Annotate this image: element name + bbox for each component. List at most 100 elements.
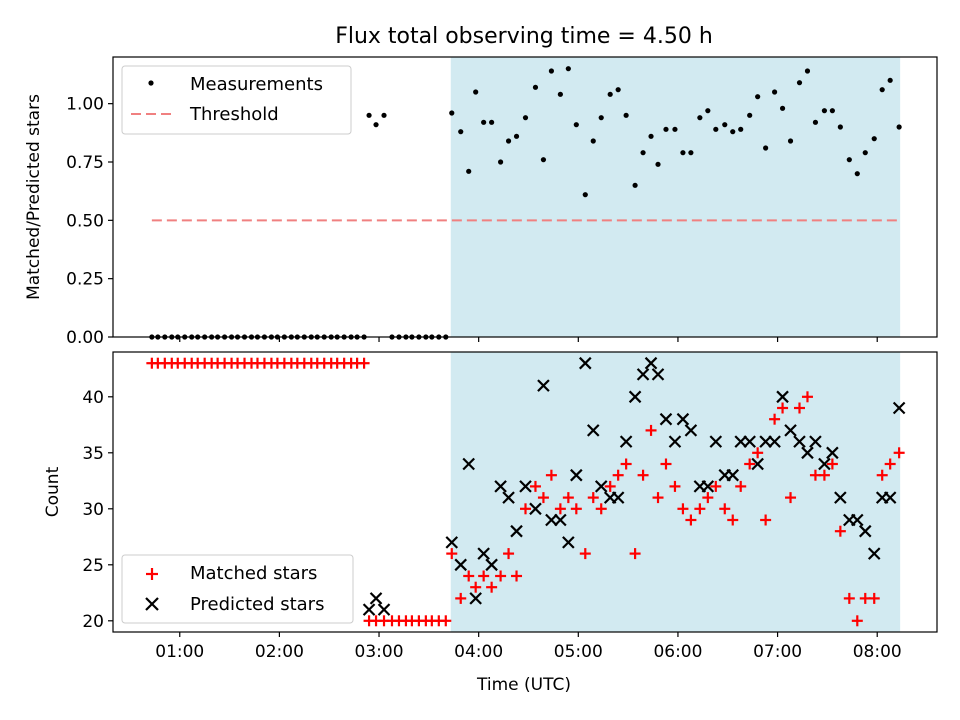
measurement-point bbox=[565, 66, 571, 72]
measurement-point bbox=[607, 91, 613, 97]
predicted-star-point bbox=[784, 424, 797, 437]
predicted-star-point bbox=[485, 558, 498, 572]
predicted-star-point bbox=[651, 368, 665, 381]
matched-star-point bbox=[519, 503, 531, 515]
predicted-star-point bbox=[570, 468, 583, 482]
measurement-point bbox=[481, 119, 487, 125]
measurement-point bbox=[829, 108, 835, 114]
bottom-shaded-observing-region bbox=[450, 352, 901, 632]
predicted-star-point bbox=[867, 547, 881, 560]
matched-star-point bbox=[579, 548, 591, 560]
measurement-point bbox=[854, 171, 860, 177]
measurement-point bbox=[747, 112, 753, 118]
matched-star-point bbox=[455, 592, 467, 604]
bottom-y-tick-label: 20 bbox=[82, 612, 104, 632]
measurement-point bbox=[582, 192, 588, 198]
matched-star-point bbox=[463, 570, 475, 582]
predicted-star-point bbox=[554, 513, 567, 527]
top-y-tick-label: 0.00 bbox=[66, 328, 104, 348]
x-tick-label: 01:00 bbox=[155, 642, 204, 662]
measurement-point bbox=[548, 68, 555, 74]
x-tick-label: 04:00 bbox=[454, 642, 503, 662]
x-tick-label: 03:00 bbox=[355, 642, 404, 662]
predicted-star-point bbox=[883, 491, 897, 504]
matched-star-point bbox=[660, 458, 672, 470]
predicted-star-point bbox=[751, 457, 764, 471]
predicted-star-point bbox=[477, 547, 490, 560]
x-axis-label: Time (UTC) bbox=[476, 675, 571, 695]
predicted-star-point bbox=[644, 356, 658, 370]
predicted-star-point bbox=[454, 558, 468, 572]
matched-stars-series bbox=[146, 357, 905, 627]
matched-star-point bbox=[537, 492, 549, 504]
predicted-star-point bbox=[462, 457, 475, 471]
measurement-point bbox=[522, 115, 529, 121]
predicted-star-point bbox=[619, 435, 633, 448]
matched-star-point bbox=[604, 480, 616, 492]
x-tick-label: 06:00 bbox=[653, 642, 702, 662]
matched-star-point bbox=[677, 503, 689, 515]
measurement-point bbox=[730, 129, 736, 135]
matched-star-point bbox=[470, 581, 482, 593]
measurement-point bbox=[655, 161, 661, 167]
measurement-point bbox=[804, 68, 811, 74]
predicted-star-point bbox=[537, 379, 550, 392]
matched-star-point bbox=[710, 480, 722, 492]
matched-star-point bbox=[612, 469, 624, 481]
top-legend-box bbox=[121, 65, 352, 135]
matched-star-point bbox=[358, 357, 370, 369]
predicted-star-point bbox=[469, 592, 482, 605]
measurement-point bbox=[763, 145, 769, 151]
measurement-point bbox=[862, 150, 868, 156]
matched-star-point bbox=[645, 424, 657, 436]
measurement-point bbox=[697, 115, 703, 121]
bottom-axes-frame bbox=[112, 351, 938, 633]
measurement-point bbox=[366, 112, 372, 118]
predicted-star-point bbox=[377, 603, 391, 616]
matched-star-point bbox=[446, 548, 458, 560]
measurement-point bbox=[557, 91, 563, 97]
predicted-star-point bbox=[684, 424, 698, 437]
top-y-tick-label: 1.00 bbox=[66, 95, 104, 115]
matched-star-point bbox=[637, 469, 649, 481]
matched-star-point bbox=[529, 480, 541, 492]
measurement-point bbox=[623, 112, 629, 118]
legend-threshold-label: Threshold bbox=[189, 104, 279, 125]
bottom-x-ticks: 01:00 02:00 03:00 04:00 05:00 06:00 07:00 08:00 bbox=[155, 632, 902, 662]
matched-star-point bbox=[652, 492, 664, 504]
predicted-star-point bbox=[519, 480, 532, 493]
measurement-point bbox=[713, 126, 719, 132]
predicted-star-point bbox=[776, 390, 789, 404]
measurement-point bbox=[787, 138, 794, 144]
measurement-point bbox=[796, 80, 803, 86]
predicted-star-point bbox=[594, 480, 608, 493]
predicted-star-point bbox=[502, 491, 515, 504]
measurement-point bbox=[871, 136, 877, 142]
matched-star-point bbox=[545, 469, 557, 481]
bottom-y-tick-label: 40 bbox=[82, 388, 104, 408]
measurement-point bbox=[755, 94, 761, 100]
predicted-star-point bbox=[743, 435, 756, 448]
matched-star-point bbox=[595, 503, 607, 515]
measurement-point bbox=[640, 150, 646, 156]
measurement-point bbox=[663, 126, 669, 132]
predicted-star-point bbox=[676, 412, 690, 426]
matched-star-point bbox=[752, 447, 764, 459]
measurement-point bbox=[532, 84, 539, 90]
matched-star-point bbox=[727, 514, 739, 526]
measurement-point bbox=[632, 182, 638, 188]
predicted-star-point bbox=[529, 502, 542, 516]
measurement-point bbox=[573, 122, 579, 128]
predicted-star-point bbox=[659, 412, 673, 426]
matched-star-point bbox=[587, 492, 599, 504]
measurement-point bbox=[497, 159, 504, 165]
measurement-point bbox=[771, 89, 778, 95]
legend-predicted-label: Predicted stars bbox=[190, 594, 324, 615]
measurement-point bbox=[473, 89, 479, 95]
matched-star-point bbox=[440, 615, 452, 627]
chart-title: Flux total observing time = 4.50 h bbox=[335, 24, 713, 49]
x-tick-label: 07:00 bbox=[753, 642, 802, 662]
top-panel: 0.00 0.25 0.50 0.75 1.00 Matched/Predicted s… bbox=[24, 56, 938, 348]
measurement-point bbox=[458, 129, 464, 135]
matched-star-point bbox=[818, 469, 830, 481]
